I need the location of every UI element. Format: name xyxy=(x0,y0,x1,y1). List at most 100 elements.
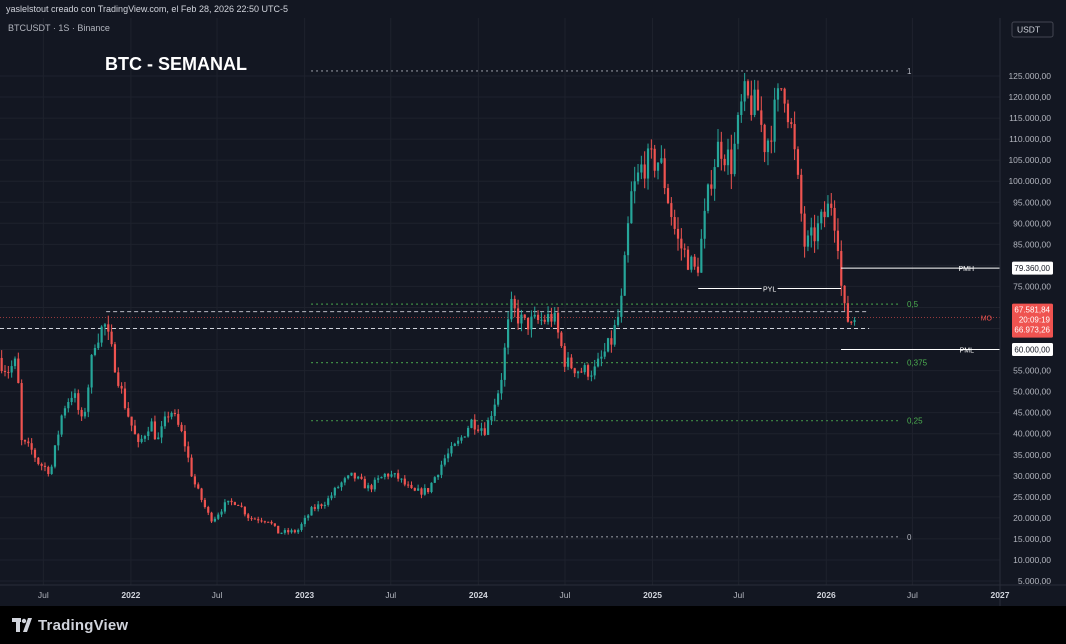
candle-body xyxy=(437,474,440,478)
candle-body xyxy=(37,457,40,464)
candle-body xyxy=(560,332,563,347)
candle-body xyxy=(213,518,216,522)
candle-body xyxy=(640,164,643,173)
candle-body xyxy=(203,499,207,508)
y-tick-label: 55.000,00 xyxy=(1013,366,1051,376)
candle-body xyxy=(810,227,813,236)
candle-body xyxy=(333,487,336,496)
candle-body xyxy=(746,81,750,96)
candle-body xyxy=(710,184,713,189)
candle-body xyxy=(467,427,470,437)
y-tick-label: 5.000,00 xyxy=(1018,576,1051,586)
candle-body xyxy=(387,473,390,477)
level-price-tag xyxy=(1012,343,1053,357)
candle-body xyxy=(600,356,603,359)
candle-body xyxy=(337,487,340,489)
open-level-label: MO xyxy=(981,316,993,323)
candle-body xyxy=(420,488,423,495)
candle-body xyxy=(750,95,753,115)
candle-body xyxy=(57,434,60,446)
candle-body xyxy=(407,484,410,486)
candle-body xyxy=(263,521,266,523)
candle-body xyxy=(320,504,323,507)
y-tick-label: 100.000,00 xyxy=(1008,176,1051,186)
candle-body xyxy=(813,227,816,242)
level-price-tag xyxy=(1012,261,1053,275)
candle-body xyxy=(83,411,87,417)
candle-body xyxy=(363,478,366,489)
candle-body xyxy=(783,88,786,104)
candle-body xyxy=(596,358,600,367)
fib-level-label: 0,375 xyxy=(907,359,928,368)
candle-body xyxy=(63,408,67,416)
candle-body xyxy=(60,415,63,435)
y-tick-label: 25.000,00 xyxy=(1013,492,1051,502)
candle-body xyxy=(833,207,836,231)
candle-body xyxy=(460,437,463,441)
candle-body xyxy=(417,488,420,491)
x-tick-label: 2027 xyxy=(991,590,1010,600)
candle-body xyxy=(513,298,516,309)
candle-body xyxy=(656,162,660,171)
candle-body xyxy=(623,255,626,296)
candle-body xyxy=(227,500,230,503)
candle-body xyxy=(250,518,253,520)
candle-body xyxy=(273,523,276,526)
candle-body xyxy=(457,440,460,444)
candle-body xyxy=(736,114,740,144)
candle-body xyxy=(490,415,493,421)
candle-body xyxy=(410,484,413,489)
candle-body xyxy=(586,365,590,377)
currency-button[interactable] xyxy=(1011,21,1054,38)
candle-body xyxy=(310,507,313,516)
candle-body xyxy=(686,249,690,270)
candle-body xyxy=(690,256,693,270)
current-price-countdown: 20:09:19 xyxy=(1019,316,1051,325)
candle-body xyxy=(350,472,353,476)
candle-body xyxy=(676,228,680,239)
candle-body xyxy=(180,424,183,432)
y-tick-label: 105.000,00 xyxy=(1008,155,1051,165)
candle-body xyxy=(800,174,803,214)
candle-body xyxy=(303,517,306,525)
candle-body xyxy=(786,103,790,123)
candle-body xyxy=(413,488,416,491)
candle-body xyxy=(713,167,716,189)
candle-body xyxy=(803,213,806,247)
key-level-label: PYL xyxy=(763,287,776,294)
candle-body xyxy=(850,321,853,323)
candle-body xyxy=(793,124,796,150)
candle-body xyxy=(646,148,650,179)
candle-body xyxy=(503,347,506,380)
candle-body xyxy=(820,211,823,224)
fib-level-label: 0,5 xyxy=(907,300,919,309)
candle-body xyxy=(593,366,596,376)
x-tick-label: 2024 xyxy=(469,590,488,600)
candle-body xyxy=(450,445,453,454)
candle-body xyxy=(237,504,240,506)
y-tick-label: 15.000,00 xyxy=(1013,534,1051,544)
candle-body xyxy=(107,324,110,332)
candle-body xyxy=(423,488,426,495)
candle-body xyxy=(53,445,57,467)
candle-body xyxy=(340,482,343,488)
candle-body xyxy=(17,358,20,384)
candle-body xyxy=(317,504,320,509)
candle-body xyxy=(766,140,770,153)
candle-body xyxy=(516,308,520,324)
candle-body xyxy=(297,529,300,533)
y-tick-label: 35.000,00 xyxy=(1013,450,1051,460)
candle-body xyxy=(613,325,616,345)
candle-body xyxy=(610,338,613,345)
candle-body xyxy=(123,388,127,409)
candle-body xyxy=(480,428,483,431)
currency-button-label[interactable]: USDT xyxy=(1017,25,1040,35)
candle-body xyxy=(23,440,27,442)
price-chart[interactable]: 1 0,5 0,375 0,25 0 PMH PYL PML MO BTCUSDT · 1S … xyxy=(0,18,1066,606)
candle-body xyxy=(280,532,283,534)
candle-body xyxy=(127,408,130,417)
candle-body xyxy=(726,149,730,166)
candle-body xyxy=(533,314,536,317)
candles xyxy=(0,72,856,535)
candle-body xyxy=(650,148,653,150)
